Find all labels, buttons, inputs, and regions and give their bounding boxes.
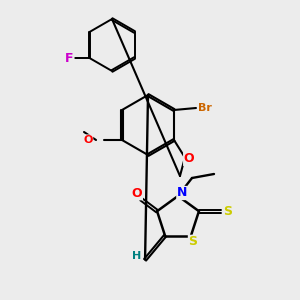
- Text: N: N: [177, 187, 187, 200]
- Text: O: O: [184, 152, 194, 166]
- Text: F: F: [65, 52, 74, 64]
- Text: S: S: [224, 205, 232, 218]
- Text: O: O: [83, 135, 93, 145]
- Text: H: H: [132, 251, 142, 261]
- Text: O: O: [132, 187, 142, 200]
- Text: S: S: [188, 235, 197, 248]
- Text: Br: Br: [198, 103, 212, 113]
